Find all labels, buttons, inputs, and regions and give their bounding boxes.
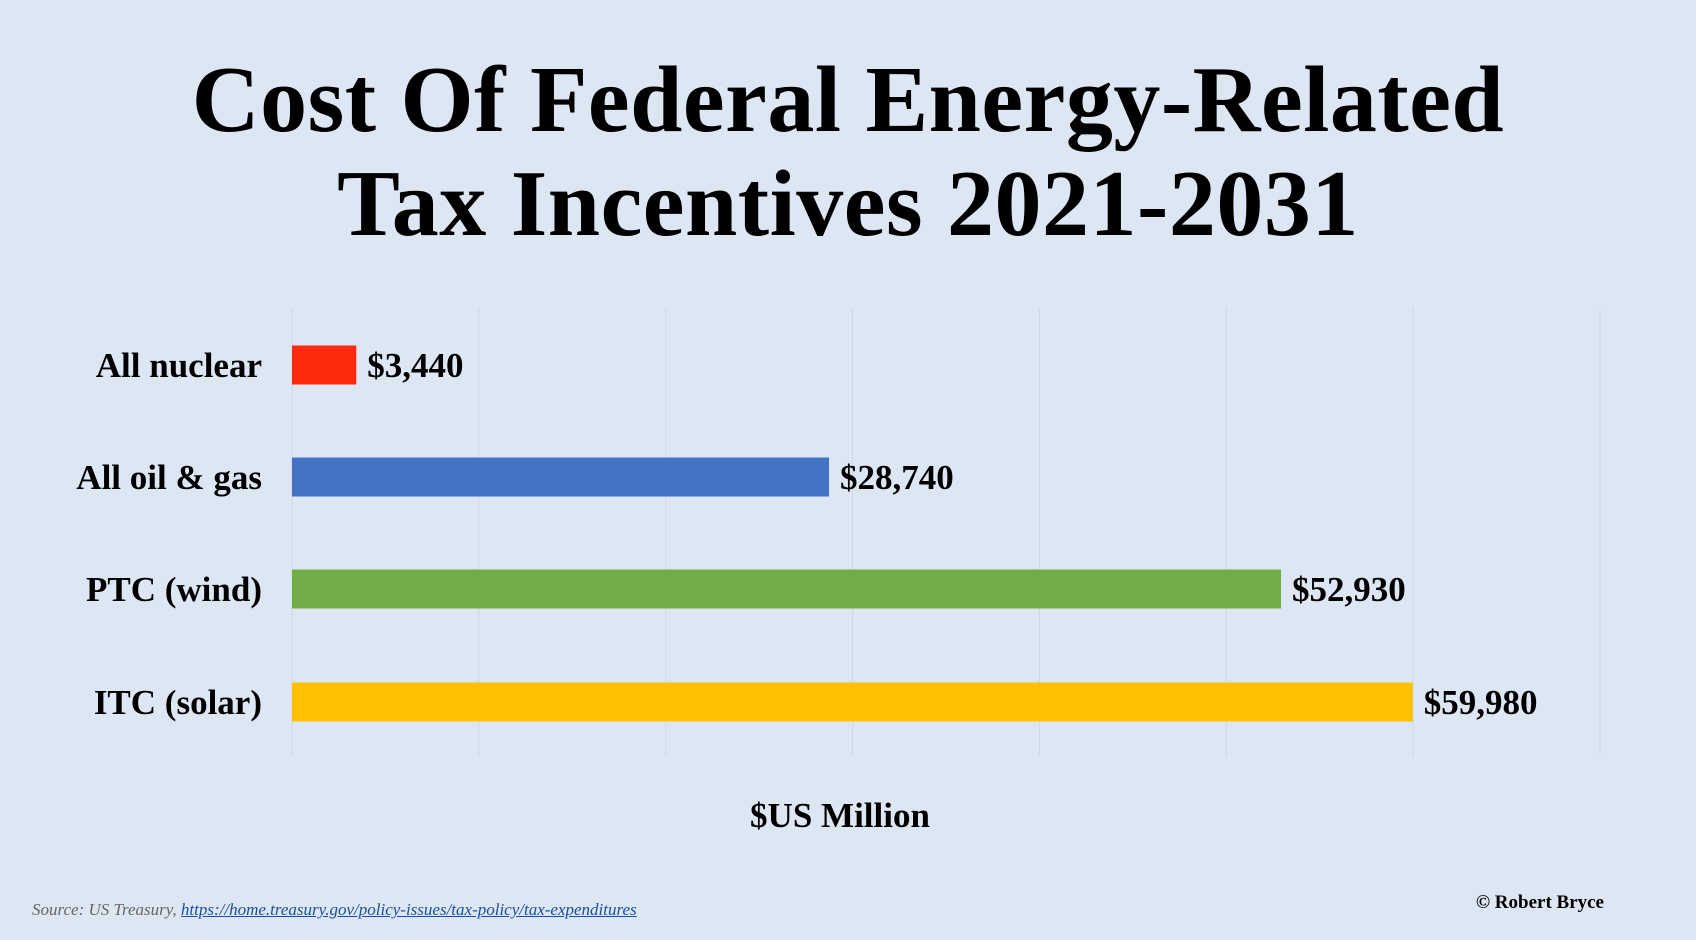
x-axis-label: $US Million: [750, 796, 930, 835]
category-label-all-oil-gas: All oil & gas: [76, 458, 262, 497]
chart-title-line-2: Tax Incentives 2021-2031: [337, 152, 1359, 256]
category-label-all-nuclear: All nuclear: [96, 346, 262, 385]
bar-itc-solar: [292, 682, 1413, 722]
category-label-itc-solar: ITC (solar): [94, 683, 262, 722]
chart-title: Cost Of Federal Energy-Related Tax Incen…: [0, 48, 1696, 256]
source-link[interactable]: https://home.treasury.gov/policy-issues/…: [180, 900, 637, 919]
value-label-all-nuclear: $3,440: [367, 346, 463, 385]
copyright-credit: © Robert Bryce: [1475, 892, 1604, 913]
bar-all-nuclear: [292, 345, 357, 385]
chart-title-line-1: Cost Of Federal Energy-Related: [191, 48, 1505, 152]
category-label-ptc-wind: PTC (wind): [86, 570, 262, 609]
value-label-itc-solar: $59,980: [1424, 683, 1538, 722]
gridlines: [291, 308, 1601, 756]
value-labels: $3,440 $28,740 $52,930 $59,980: [367, 346, 1537, 722]
bars: [292, 345, 1413, 722]
value-label-all-oil-gas: $28,740: [840, 458, 954, 497]
category-labels: All nuclear All oil & gas PTC (wind) ITC (s…: [76, 346, 262, 722]
bar-chart: All nuclear All oil & gas PTC (wind) ITC (s…: [76, 308, 1601, 756]
bar-all-oil-gas: [292, 457, 830, 497]
source-prefix: Source: US Treasury,: [32, 900, 177, 919]
source-note: Source: US Treasury, https://home.treasu…: [32, 900, 637, 920]
bar-ptc-wind: [292, 569, 1282, 609]
value-label-ptc-wind: $52,930: [1292, 570, 1406, 609]
